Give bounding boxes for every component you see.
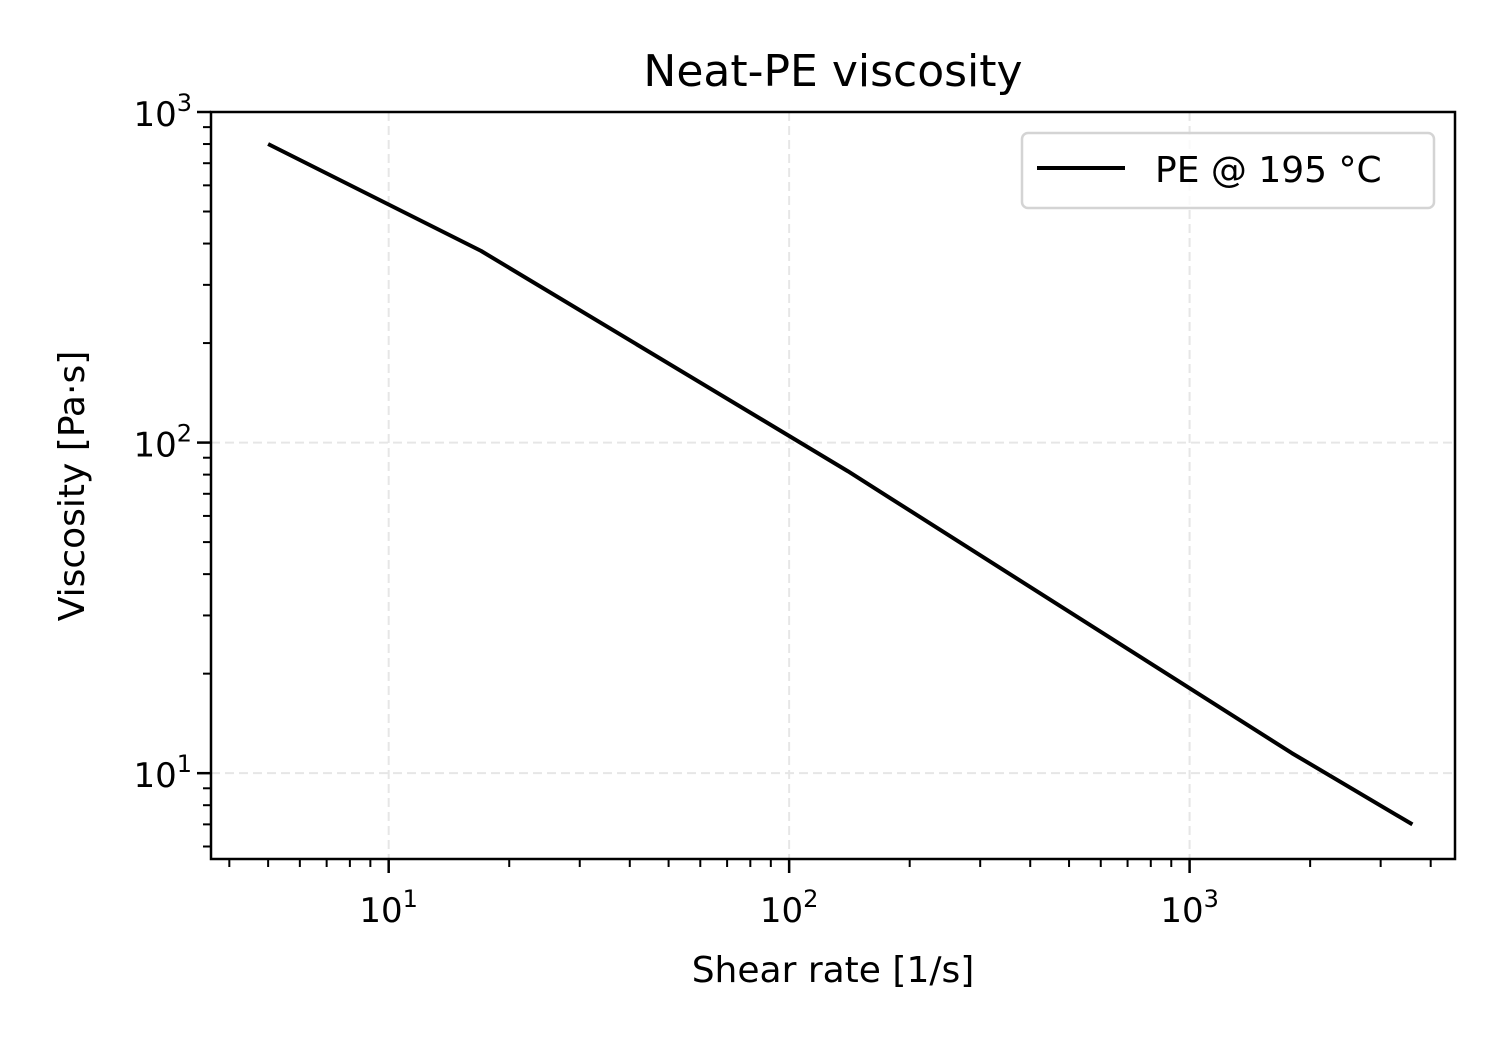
y-tick-label: 103 (133, 89, 192, 135)
x-tick-label: 103 (1160, 885, 1219, 931)
legend: PE @ 195 °C (1020, 131, 1436, 210)
legend-frame (1020, 131, 1436, 210)
legend-label: PE @ 195 °C (1155, 150, 1382, 191)
y-tick-label: 102 (133, 420, 192, 466)
series-layer (267, 142, 1414, 827)
chart-title: Neat-PE viscosity (643, 46, 1022, 97)
plot-frame (209, 110, 1457, 861)
x-tick-label: 101 (359, 885, 418, 931)
y-axis-ticks: 101 102 103 (133, 89, 211, 796)
x-axis-label: Shear rate [1/s] (692, 950, 975, 991)
y-tick-label: 101 (133, 750, 192, 796)
x-tick-label: 102 (760, 885, 819, 931)
y-axis-label: Viscosity [Pa·s] (52, 351, 93, 621)
minor-ticks (203, 126, 1432, 867)
x-axis-ticks: 101 102 103 (359, 859, 1219, 931)
series-line (267, 142, 1414, 827)
